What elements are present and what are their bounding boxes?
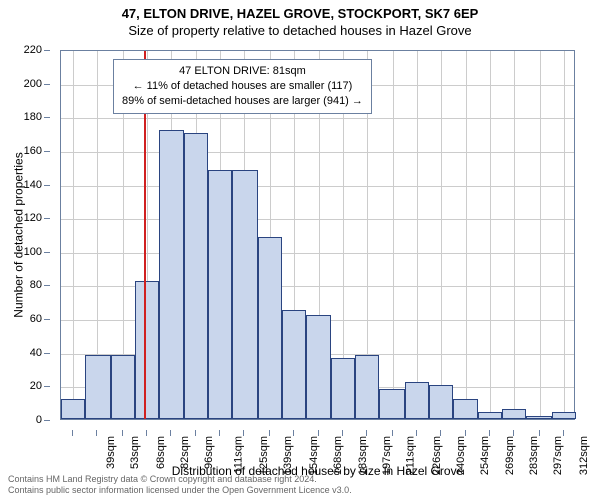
x-tick-mark [170,430,171,436]
histogram-bar [61,399,85,419]
chart-title-line2: Size of property relative to detached ho… [0,23,600,38]
x-tick-mark [72,430,73,436]
histogram-bar [355,355,379,419]
x-tick-mark [318,430,319,436]
y-tick-mark [44,151,50,152]
annotation-line1: 47 ELTON DRIVE: 81sqm [122,64,363,79]
histogram-bar [453,399,479,419]
histogram-bar [526,416,552,419]
annotation-box: 47 ELTON DRIVE: 81sqm← 11% of detached h… [113,59,372,114]
histogram-bar [232,170,258,419]
y-tick-label: 220 [24,44,42,56]
histogram-bar [135,281,159,419]
plot-wrap: 47 ELTON DRIVE: 81sqm← 11% of detached h… [60,50,575,420]
y-tick-label: 120 [24,212,42,224]
x-tick-label: 312sqm [578,436,590,475]
gridline-h [61,186,574,187]
x-tick-mark [243,430,244,436]
gridline-v [564,51,565,419]
histogram-bar [282,310,306,419]
x-tick-mark [440,430,441,436]
title-block: 47, ELTON DRIVE, HAZEL GROVE, STOCKPORT,… [0,0,600,38]
y-tick-mark [44,185,50,186]
attribution-line2: Contains public sector information licen… [8,485,352,496]
gridline-h [61,253,574,254]
y-tick-label: 20 [30,380,42,392]
gridline-h [61,118,574,119]
gridline-v [540,51,541,419]
gridline-v [441,51,442,419]
histogram-bar [502,409,526,419]
y-tick-label: 100 [24,246,42,258]
gridline-v [514,51,515,419]
gridline-h [61,219,574,220]
histogram-bar [405,382,429,419]
x-tick-mark [539,430,540,436]
histogram-bar [331,358,355,419]
y-tick-label: 60 [30,313,42,325]
y-tick-mark [44,218,50,219]
x-tick-mark [146,430,147,436]
y-tick-mark [44,117,50,118]
x-tick-mark [392,430,393,436]
gridline-v [490,51,491,419]
x-tick-mark [563,430,564,436]
histogram-bar [306,315,332,419]
y-tick-label: 40 [30,347,42,359]
figure: 47, ELTON DRIVE, HAZEL GROVE, STOCKPORT,… [0,0,600,500]
histogram-bar [159,130,185,419]
x-tick-mark [416,430,417,436]
x-tick-mark [366,430,367,436]
y-tick-label: 0 [36,414,42,426]
y-axis-label-text: Number of detached properties [12,152,26,317]
y-tick-label: 160 [24,145,42,157]
x-tick-mark [219,430,220,436]
y-tick-mark [44,252,50,253]
y-tick-mark [44,319,50,320]
chart-title-line1: 47, ELTON DRIVE, HAZEL GROVE, STOCKPORT,… [0,6,600,21]
annotation-line2: ← 11% of detached houses are smaller (11… [122,79,363,94]
gridline-h [61,152,574,153]
x-tick-mark [513,430,514,436]
x-tick-mark [465,430,466,436]
y-tick-mark [44,50,50,51]
x-tick-mark [293,430,294,436]
attribution: Contains HM Land Registry data © Crown c… [8,474,352,497]
y-tick-label: 80 [30,279,42,291]
gridline-v [417,51,418,419]
histogram-bar [552,412,576,419]
histogram-bar [111,355,135,419]
gridline-v [466,51,467,419]
x-tick-mark [195,430,196,436]
histogram-bar [258,237,282,419]
y-tick-label: 200 [24,78,42,90]
y-axis-label: Number of detached properties [12,50,26,420]
y-tick-label: 180 [24,111,42,123]
gridline-v [73,51,74,419]
y-tick-mark [44,353,50,354]
y-tick-mark [44,386,50,387]
x-tick-mark [122,430,123,436]
annotation-line3: 89% of semi-detached houses are larger (… [122,94,363,109]
attribution-line1: Contains HM Land Registry data © Crown c… [8,474,352,485]
gridline-v [393,51,394,419]
y-tick-mark [44,420,50,421]
histogram-bar [379,389,405,419]
histogram-bar [429,385,453,419]
y-tick-mark [44,84,50,85]
histogram-bar [85,355,111,419]
x-tick-mark [342,430,343,436]
x-tick-mark [489,430,490,436]
y-tick-label: 140 [24,179,42,191]
x-tick-mark [269,430,270,436]
y-tick-mark [44,285,50,286]
x-tick-mark [96,430,97,436]
histogram-bar [184,133,208,419]
plot-area: 47 ELTON DRIVE: 81sqm← 11% of detached h… [60,50,575,420]
histogram-bar [478,412,502,419]
histogram-bar [208,170,232,419]
